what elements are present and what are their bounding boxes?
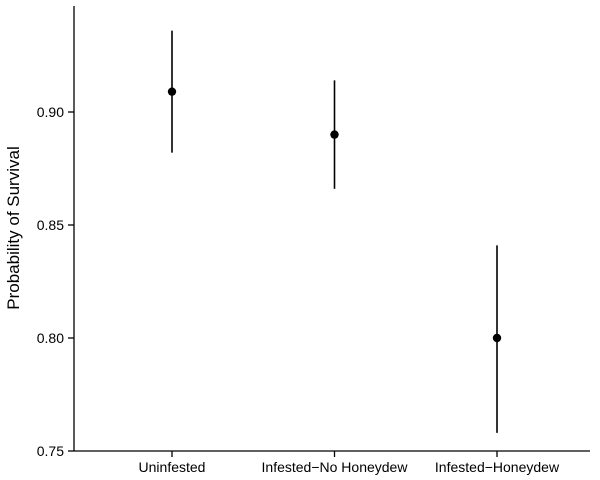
x-tick-label: Infested−No Honeydew	[262, 459, 409, 475]
y-tick-label: 0.90	[37, 104, 64, 120]
x-tick-label: Uninfested	[139, 459, 206, 475]
y-axis-title: Probability of Survival	[4, 146, 23, 309]
x-ticks: Uninfested Infested−No Honeydew Infested−H…	[139, 451, 560, 475]
estimate-point	[167, 87, 177, 96]
estimate-point	[492, 333, 502, 343]
y-tick-label: 0.80	[37, 330, 64, 346]
y-tick-label: 0.85	[37, 217, 64, 233]
estimate-point	[330, 130, 339, 139]
data-marks	[167, 30, 502, 433]
y-tick-label: 0.75	[37, 443, 64, 459]
x-tick-label: Infested−Honeydew	[435, 459, 560, 475]
y-ticks: 0.75 0.80 0.85 0.90	[37, 104, 74, 459]
